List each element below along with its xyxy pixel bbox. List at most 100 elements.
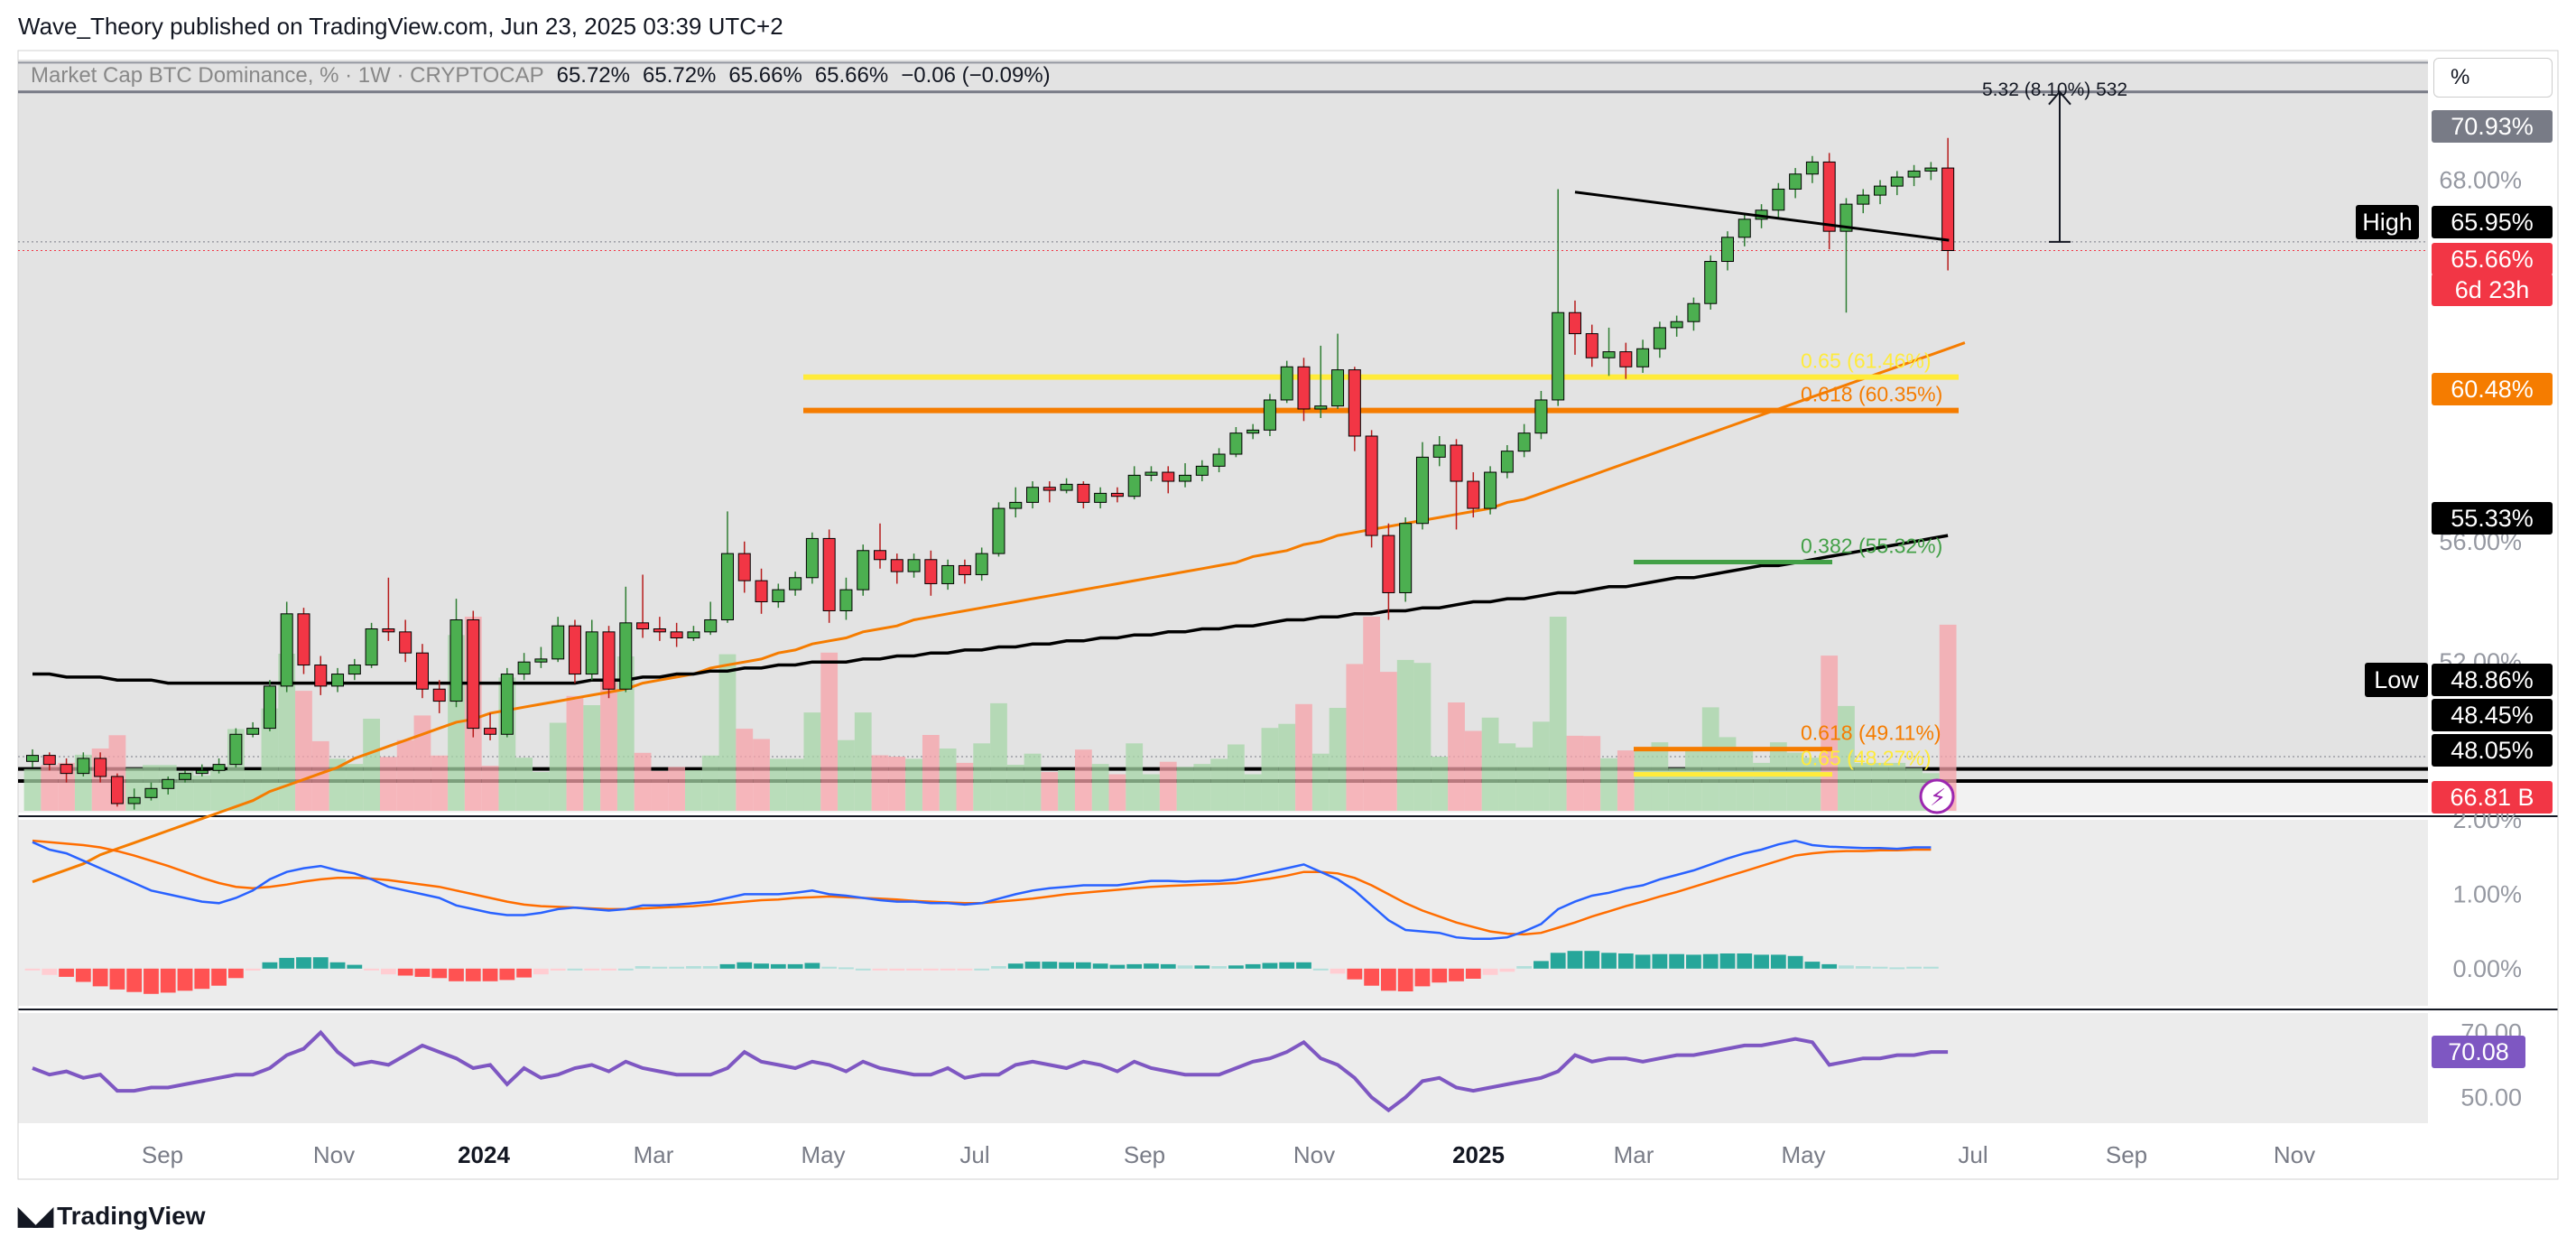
tradingview-logo[interactable]: ◣◢ TradingView: [18, 1201, 206, 1231]
volume-bar: [1838, 705, 1855, 811]
candle-body: [110, 776, 124, 804]
macd-histogram-bar: [1516, 966, 1533, 969]
macd-histogram-bar: [719, 963, 736, 969]
macd-histogram-bar: [1160, 963, 1176, 969]
price-scale-label: 66.81 B: [2450, 784, 2534, 811]
volume-bar: [1380, 672, 1397, 811]
candle-body: [1263, 399, 1276, 431]
x-axis-tick-label: Jul: [1958, 1141, 1988, 1168]
macd-histogram-bar: [957, 968, 973, 971]
macd-histogram-bar: [906, 968, 922, 971]
volume-bar: [1431, 757, 1449, 811]
candle-body: [805, 537, 819, 579]
volume-bar: [1786, 752, 1804, 811]
macd-histogram-bar: [1024, 962, 1041, 969]
price-scale-label: 48.45%: [2451, 702, 2534, 729]
volume-bar: [922, 735, 940, 811]
candle-body: [890, 559, 903, 572]
x-axis-tick-label: 2024: [458, 1141, 510, 1168]
volume-bar: [396, 739, 414, 811]
price-scale-label-bg: [2356, 205, 2419, 239]
macd-histogram-bar: [1906, 966, 1922, 969]
candle-body: [1314, 405, 1328, 410]
candle-body: [534, 658, 548, 663]
macd-histogram-bar: [584, 968, 600, 971]
candle-body: [1602, 351, 1616, 358]
macd-histogram-bar: [737, 962, 753, 969]
candle-body: [857, 550, 870, 590]
macd-histogram-bar: [1821, 963, 1838, 969]
candle-body: [1432, 444, 1446, 458]
candle-body: [1195, 465, 1209, 476]
macd-histogram-bar: [1686, 954, 1701, 969]
candle-body: [1839, 203, 1853, 232]
volume-bar: [1244, 774, 1262, 811]
candle-body: [1568, 312, 1581, 335]
ema-orange-line: [32, 341, 1966, 884]
macd-histogram-bar: [1737, 953, 1753, 969]
x-axis-tick-label: 2025: [1452, 1141, 1505, 1168]
volume-bar: [1006, 765, 1024, 811]
candle-body: [1670, 321, 1683, 329]
volume-bar: [583, 705, 601, 811]
candle-body: [77, 758, 90, 775]
macd-histogram-bar: [1228, 965, 1244, 969]
macd-histogram-bar: [940, 968, 956, 971]
candle-body: [1399, 523, 1413, 593]
macd-histogram-bar: [872, 968, 888, 971]
candle-body: [1212, 453, 1226, 467]
legend-low: 65.66%: [728, 63, 802, 88]
macd-histogram-bar: [516, 968, 533, 978]
volume-bar: [990, 702, 1007, 811]
macd-histogram-bar: [465, 968, 481, 981]
price-scale-label: 65.95%: [2451, 209, 2534, 236]
candle-body: [737, 553, 751, 581]
candle-body: [26, 755, 39, 762]
x-axis-tick-label: Sep: [2106, 1141, 2147, 1168]
macd-histogram-bar: [1312, 968, 1329, 971]
macd-histogram-bar: [1754, 954, 1769, 969]
percent-scale-button[interactable]: %: [2433, 58, 2553, 98]
volume-bar: [905, 758, 922, 811]
candle-body: [1805, 161, 1819, 175]
macd-histogram-bar: [1601, 953, 1617, 969]
candle-body: [1009, 501, 1023, 509]
volume-bar: [1311, 753, 1330, 811]
macd-histogram-bar: [1482, 968, 1498, 975]
volume-bar: [1685, 747, 1702, 811]
candle-body: [907, 559, 921, 572]
tradingview-brand: TradingView: [57, 1201, 206, 1230]
candle-body: [399, 631, 412, 654]
candle-body: [772, 589, 785, 602]
price-scale-label-bg: [2432, 699, 2553, 731]
volume-bar: [533, 772, 550, 811]
x-axis-tick-label: Sep: [142, 1141, 183, 1168]
volume-bar: [1701, 707, 1719, 811]
volume-bar: [1363, 617, 1381, 811]
price-scale-label-bg: [2432, 781, 2553, 814]
candle-body: [517, 661, 531, 675]
macd-histogram-bar: [279, 957, 295, 969]
macd-histogram-bar: [1635, 954, 1651, 969]
candle-body: [1721, 237, 1734, 263]
candle-body: [1636, 348, 1650, 367]
macd-histogram-bar: [686, 966, 701, 969]
macd-histogram-bar: [1499, 968, 1515, 972]
candle-body: [432, 688, 446, 702]
volume-bar: [244, 770, 262, 811]
volume-bar: [753, 739, 770, 811]
volume-bar: [1261, 728, 1279, 811]
macd-histogram-bar: [449, 968, 464, 981]
macd-histogram-bar: [59, 968, 74, 977]
candle-body: [992, 507, 1005, 554]
candle-body: [1144, 471, 1158, 476]
volume-bar: [701, 755, 719, 811]
volume-bar: [1227, 744, 1245, 811]
candle-body: [280, 613, 293, 687]
volume-bar: [1143, 774, 1160, 811]
price-scale-label: 48.86%: [2451, 666, 2534, 693]
candle-body: [314, 665, 328, 687]
volume-bar: [1566, 735, 1584, 811]
macd-histogram-bar: [787, 963, 803, 969]
